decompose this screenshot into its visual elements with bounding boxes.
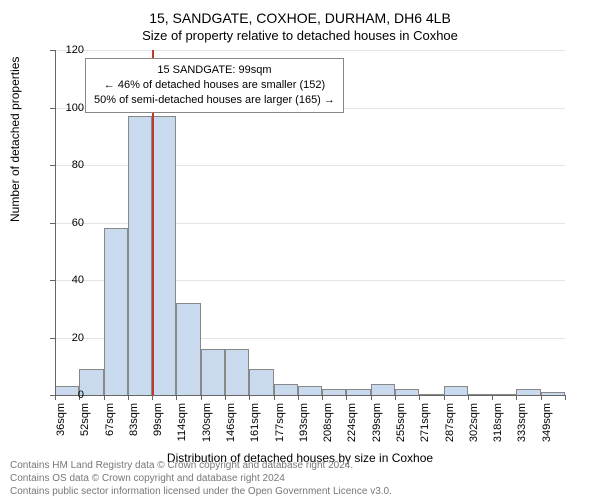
footer-attribution: Contains HM Land Registry data © Crown c… bbox=[10, 459, 590, 498]
histogram-bar bbox=[444, 386, 468, 395]
y-tick-label: 20 bbox=[72, 332, 84, 344]
info-line-2: ← 46% of detached houses are smaller (15… bbox=[94, 78, 335, 93]
histogram-bar bbox=[371, 384, 395, 396]
y-tick-label: 0 bbox=[78, 389, 84, 401]
x-tick-label: 239sqm bbox=[371, 403, 383, 443]
x-tick-mark bbox=[395, 395, 396, 400]
x-tick-label: 193sqm bbox=[298, 403, 310, 443]
x-tick-mark bbox=[565, 395, 566, 400]
x-tick-label: 224sqm bbox=[346, 403, 358, 443]
x-tick-mark bbox=[298, 395, 299, 400]
x-tick-label: 349sqm bbox=[541, 403, 553, 443]
histogram-bar bbox=[128, 116, 152, 395]
info-annotation-box: 15 SANDGATE: 99sqm ← 46% of detached hou… bbox=[85, 58, 344, 113]
x-tick-label: 287sqm bbox=[444, 403, 456, 443]
footer-line-1: Contains HM Land Registry data © Crown c… bbox=[10, 459, 590, 472]
x-tick-label: 318sqm bbox=[492, 403, 504, 443]
chart-title-main: 15, SANDGATE, COXHOE, DURHAM, DH6 4LB bbox=[0, 10, 600, 26]
info-line-3: 50% of semi-detached houses are larger (… bbox=[94, 93, 335, 108]
x-tick-mark bbox=[516, 395, 517, 400]
x-tick-mark bbox=[468, 395, 469, 400]
x-tick-mark bbox=[346, 395, 347, 400]
y-tick-label: 100 bbox=[66, 102, 84, 114]
info-line-1: 15 SANDGATE: 99sqm bbox=[94, 63, 335, 78]
x-tick-label: 333sqm bbox=[516, 403, 528, 443]
histogram-bar bbox=[225, 349, 249, 395]
x-tick-mark bbox=[176, 395, 177, 400]
footer-line-3: Contains public sector information licen… bbox=[10, 485, 590, 498]
x-tick-label: 67sqm bbox=[104, 403, 116, 443]
x-tick-mark bbox=[419, 395, 420, 400]
histogram-bar bbox=[104, 228, 128, 395]
histogram-bar bbox=[201, 349, 225, 395]
y-tick-label: 120 bbox=[66, 44, 84, 56]
x-tick-label: 302sqm bbox=[468, 403, 480, 443]
y-tick-label: 80 bbox=[72, 159, 84, 171]
y-tick-label: 40 bbox=[72, 274, 84, 286]
x-tick-label: 52sqm bbox=[79, 403, 91, 443]
histogram-bar bbox=[176, 303, 200, 395]
x-tick-label: 130sqm bbox=[201, 403, 213, 443]
x-tick-label: 208sqm bbox=[322, 403, 334, 443]
y-tick-label: 60 bbox=[72, 217, 84, 229]
x-tick-label: 99sqm bbox=[152, 403, 164, 443]
x-tick-label: 177sqm bbox=[274, 403, 286, 443]
x-tick-mark bbox=[444, 395, 445, 400]
chart-title-sub: Size of property relative to detached ho… bbox=[0, 28, 600, 43]
histogram-bar bbox=[298, 386, 322, 395]
histogram-bar bbox=[55, 386, 79, 395]
x-tick-mark bbox=[225, 395, 226, 400]
x-tick-mark bbox=[541, 395, 542, 400]
histogram-bar bbox=[274, 384, 298, 396]
x-tick-mark bbox=[371, 395, 372, 400]
x-tick-mark bbox=[274, 395, 275, 400]
x-tick-label: 36sqm bbox=[55, 403, 67, 443]
chart-container: 15, SANDGATE, COXHOE, DURHAM, DH6 4LB Si… bbox=[0, 0, 600, 500]
x-tick-label: 83sqm bbox=[128, 403, 140, 443]
x-tick-mark bbox=[152, 395, 153, 400]
x-axis-line bbox=[55, 395, 565, 396]
x-tick-label: 271sqm bbox=[419, 403, 431, 443]
x-tick-mark bbox=[249, 395, 250, 400]
y-axis-line bbox=[55, 50, 56, 395]
footer-line-2: Contains OS data © Crown copyright and d… bbox=[10, 472, 590, 485]
x-tick-label: 161sqm bbox=[249, 403, 261, 443]
x-tick-label: 255sqm bbox=[395, 403, 407, 443]
x-tick-mark bbox=[201, 395, 202, 400]
x-tick-mark bbox=[128, 395, 129, 400]
x-tick-mark bbox=[104, 395, 105, 400]
x-tick-label: 146sqm bbox=[225, 403, 237, 443]
histogram-bar bbox=[152, 116, 176, 395]
x-tick-label: 114sqm bbox=[176, 403, 188, 443]
x-tick-mark bbox=[55, 395, 56, 400]
x-tick-mark bbox=[492, 395, 493, 400]
histogram-bar bbox=[249, 369, 273, 395]
x-tick-mark bbox=[322, 395, 323, 400]
grid-line bbox=[55, 50, 565, 51]
y-axis-label: Number of detached properties bbox=[8, 57, 22, 222]
